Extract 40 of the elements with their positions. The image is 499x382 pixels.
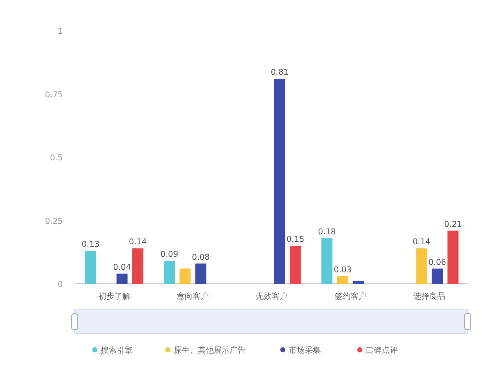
y-tick-label: 0.75 [45, 90, 63, 100]
data-label: 0.18 [318, 227, 336, 236]
y-tick-label: 1 [58, 27, 63, 36]
x-tick-label: 意向客户 [176, 292, 210, 301]
x-tick-label: 选择良品 [414, 292, 446, 301]
legend-label: 口碑点评 [366, 346, 398, 355]
bar [353, 281, 364, 284]
data-label: 0.15 [286, 235, 305, 244]
bar [116, 274, 128, 284]
bar [290, 246, 302, 284]
data-label: 0.09 [160, 250, 178, 260]
x-tick-label: 无效客户 [256, 292, 288, 301]
bar [322, 238, 333, 284]
bar [85, 251, 96, 284]
bar [432, 268, 443, 284]
x-tick-label: 签约客户 [334, 292, 367, 301]
legend-label: 市场采集 [289, 346, 321, 355]
y-tick-label: 0.25 [45, 216, 63, 226]
data-label: 0.81 [270, 68, 289, 78]
data-label: 0.06 [428, 258, 446, 267]
bar [196, 264, 207, 284]
data-label: 0.14 [129, 238, 147, 247]
legend-label: 搜索引擎 [101, 346, 133, 355]
legend-label: 原生、其他展示广告 [174, 346, 246, 355]
data-label: 0.08 [192, 252, 210, 262]
data-label: 0.21 [444, 220, 462, 229]
bar [448, 230, 459, 284]
data-label: 0.04 [113, 262, 132, 272]
data-label: 0.03 [334, 265, 352, 274]
bar [180, 268, 191, 284]
bar [164, 261, 176, 284]
y-tick-label: 0 [58, 280, 63, 289]
bar [274, 79, 286, 284]
bar [132, 248, 144, 284]
data-label: 0.14 [412, 238, 431, 247]
bar [337, 276, 348, 284]
data-label: 0.13 [82, 240, 100, 250]
x-tick-label: 初步了解 [98, 292, 130, 301]
y-tick-label: 0.5 [50, 154, 63, 162]
bar [416, 248, 428, 284]
